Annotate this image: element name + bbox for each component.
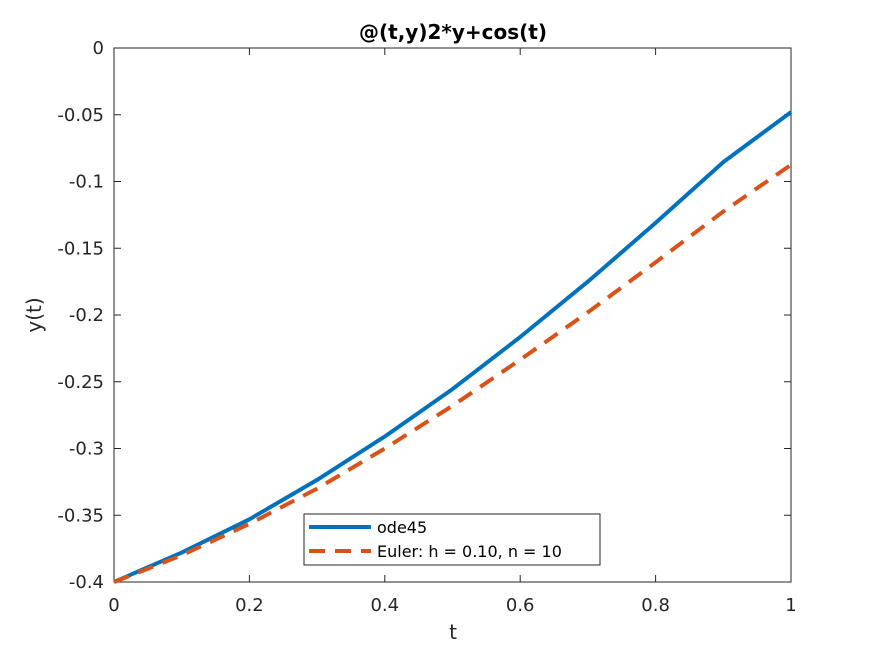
y-tick-label: -0.1 — [69, 172, 104, 193]
axes-box — [113, 47, 792, 583]
legend-label-ode45: ode45 — [377, 518, 427, 537]
chart-title: @(t,y)2*y+cos(t) — [359, 20, 547, 44]
series-line-0 — [113, 110, 793, 584]
legend-box — [303, 513, 601, 566]
x-tick-label: 0.4 — [370, 595, 399, 616]
x-tick-label: 0.6 — [506, 595, 535, 616]
y-tick-label: -0.35 — [57, 505, 104, 526]
x-tick-label: 0.8 — [641, 595, 670, 616]
x-tick-label: 0.2 — [235, 595, 264, 616]
x-axis-label: t — [449, 620, 457, 644]
y-tick-label: -0.4 — [69, 572, 104, 593]
x-tick-label: 0 — [108, 595, 119, 616]
y-tick-label: -0.3 — [69, 439, 104, 460]
x-tick-label: 1 — [785, 595, 796, 616]
legend: ode45 Euler: h = 0.10, n = 10 — [303, 513, 601, 566]
series-group — [113, 110, 793, 584]
y-tick-label: 0 — [93, 38, 104, 59]
y-tick-label: -0.25 — [57, 372, 104, 393]
y-tick-label: -0.2 — [69, 305, 104, 326]
y-axis-label: y(t) — [22, 297, 46, 332]
axis-ticks: 0 0.2 0.4 0.6 0.8 1 0 -0.05 -0.1 -0.15 -0.2 -0.25 -0… — [57, 38, 796, 616]
series-line-1 — [113, 163, 793, 584]
y-tick-label: -0.15 — [57, 238, 104, 259]
y-tick-label: -0.05 — [57, 105, 104, 126]
legend-label-euler: Euler: h = 0.10, n = 10 — [377, 542, 562, 561]
plot-area — [113, 47, 792, 583]
